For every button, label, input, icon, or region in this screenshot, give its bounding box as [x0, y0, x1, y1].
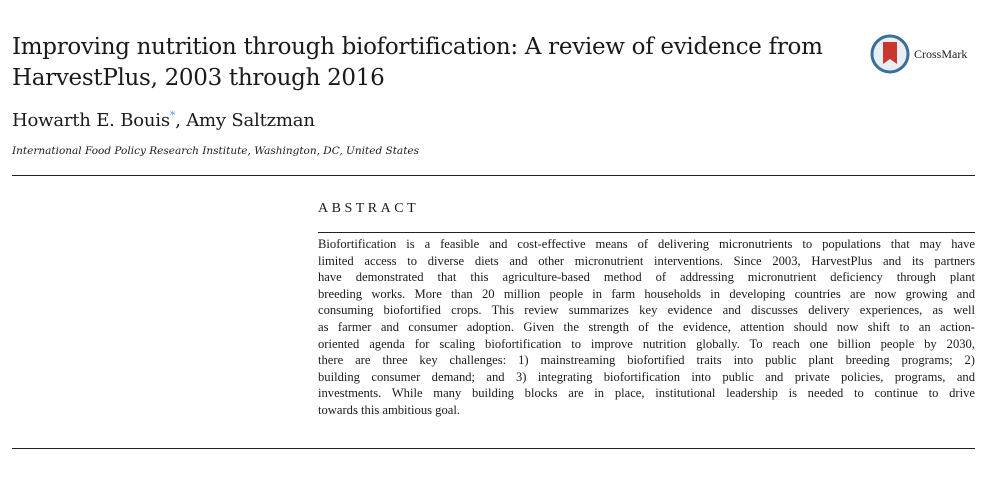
abstract-line: building consumer demand; and 3) integra… [318, 369, 975, 384]
abstract-line: oriented agenda for scaling biofortifica… [318, 336, 975, 351]
crossmark-button[interactable]: CrossMark [870, 34, 967, 74]
abstract-line: limited access to diverse diets and othe… [318, 253, 975, 268]
abstract-line: there are three key challenges: 1) mains… [318, 353, 975, 368]
divider [318, 232, 975, 233]
abstract-line: have demonstrated that this agriculture-… [318, 270, 975, 285]
crossmark-icon [870, 34, 910, 74]
abstract-line: investments. While many building blocks … [318, 386, 975, 401]
abstract-line: Biofortification is a feasible and cost-… [318, 237, 975, 251]
author-list: Howarth E. Bouis*, Amy Saltzman [12, 109, 315, 131]
author-name[interactable]: , Amy Saltzman [175, 110, 315, 131]
abstract-heading: ABSTRACT [318, 201, 420, 216]
abstract-line: breeding works. More than 20 million peo… [318, 286, 975, 301]
abstract-line: consuming biofortified crops. This revie… [318, 303, 975, 318]
divider [12, 175, 975, 176]
abstract-line: towards this ambitious goal. [318, 402, 461, 417]
affiliation: International Food Policy Research Insti… [12, 145, 420, 157]
abstract-text: Biofortification is a feasible and cost-… [318, 236, 975, 419]
abstract-line: as farmer and consumer adoption. Given t… [318, 319, 975, 334]
author-name[interactable]: Howarth E. Bouis [12, 110, 170, 131]
article-title: Improving nutrition through biofortifica… [12, 34, 823, 91]
crossmark-label: CrossMark [914, 46, 968, 61]
corresponding-author-marker[interactable]: * [169, 109, 176, 122]
divider [12, 448, 975, 449]
